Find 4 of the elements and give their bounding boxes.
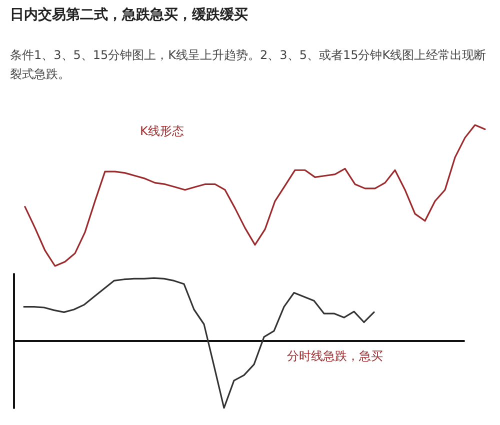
chart-title: 日内交易第二式，急跌急买，缓跌缓买: [10, 6, 248, 24]
annotation: 分时线急跌，急买: [287, 349, 383, 363]
annotation: K线形态: [140, 124, 184, 138]
chart-subtitle: 条件1、3、5、15分钟图上，K线呈上升趋势。2、3、5、或者15分钟K线图上经常出现断裂式急跌。: [10, 47, 488, 83]
